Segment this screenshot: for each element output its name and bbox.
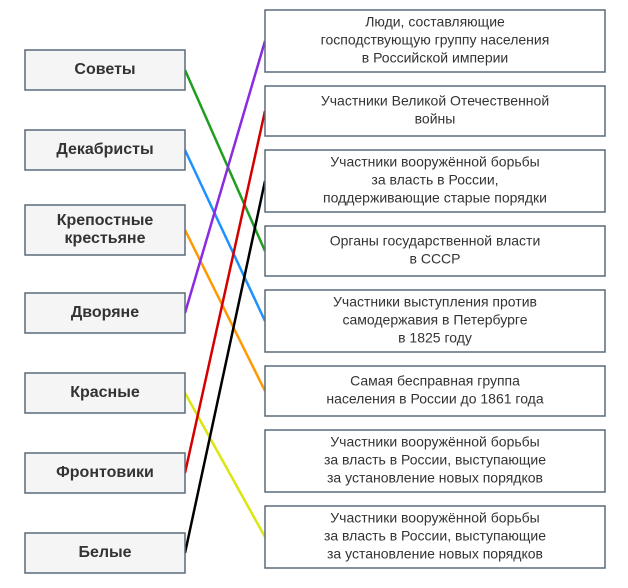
term-label: Крепостные <box>57 212 154 229</box>
def-text-line: в Российской империи <box>362 50 509 66</box>
term-sovety: Советы <box>25 50 185 90</box>
def-d5: Участники выступления против самодержавия… <box>265 290 605 352</box>
def-text-line: Органы государственной власти <box>330 233 541 249</box>
def-text-line: господствующую группу населения <box>321 32 550 48</box>
term-krasnye: Красные <box>25 373 185 413</box>
term-label: Дворяне <box>71 304 139 321</box>
def-text-line: Участники вооружённой борьбы <box>330 434 540 450</box>
def-text-line: Участники Великой Отечественной <box>321 93 549 109</box>
def-text-line: Участники вооружённой борьбы <box>330 510 540 526</box>
def-text-line: в 1825 году <box>398 330 472 346</box>
term-frontoviki: Фронтовики <box>25 453 185 493</box>
term-belye: Белые <box>25 533 185 573</box>
def-text-line: населения в России до 1861 года <box>326 391 544 407</box>
link-frontoviki-d2 <box>185 111 265 473</box>
def-d2: Участники Великой Отечественной войны <box>265 86 605 136</box>
def-d1: Люди, составляющие господствующую группу … <box>265 10 605 72</box>
term-label: Фронтовики <box>56 464 154 481</box>
def-text-line: самодержавия в Петербурге <box>343 312 528 328</box>
def-text-line: за власть в России, <box>371 172 498 188</box>
term-label: Красные <box>70 384 140 401</box>
def-text-line: Участники вооружённой борьбы <box>330 154 540 170</box>
def-d4: Органы государственной власти в СССР <box>265 226 605 276</box>
term-label: крестьяне <box>65 230 146 247</box>
def-text-line: поддерживающие старые порядки <box>323 190 547 206</box>
term-label: Декабристы <box>56 141 153 158</box>
term-label: Советы <box>74 61 135 78</box>
def-text-line: войны <box>415 111 456 127</box>
def-text-line: Самая бесправная группа <box>350 373 520 389</box>
links-layer <box>185 41 265 553</box>
def-d7: Участники вооружённой борьбы за власть в … <box>265 430 605 492</box>
def-text-line: в СССР <box>410 251 461 267</box>
matching-diagram: Советы Декабристы Крепостныекрестьяне Дворя… <box>0 0 628 588</box>
def-text-line: Участники выступления против <box>333 294 537 310</box>
def-d6: Самая бесправная группа населения в Росси… <box>265 366 605 416</box>
def-text-line: Люди, составляющие <box>365 14 505 30</box>
term-dekabristy: Декабристы <box>25 130 185 170</box>
def-text-line: за власть в России, выступающие <box>324 528 546 544</box>
def-d8: Участники вооружённой борьбы за власть в … <box>265 506 605 568</box>
term-krepostnye: Крепостныекрестьяне <box>25 205 185 255</box>
def-d3: Участники вооружённой борьбы за власть в … <box>265 150 605 212</box>
term-label: Белые <box>78 544 131 561</box>
term-dvoryane: Дворяне <box>25 293 185 333</box>
def-text-line: за установление новых порядков <box>327 470 543 486</box>
def-text-line: за власть в России, выступающие <box>324 452 546 468</box>
def-text-line: за установление новых порядков <box>327 546 543 562</box>
